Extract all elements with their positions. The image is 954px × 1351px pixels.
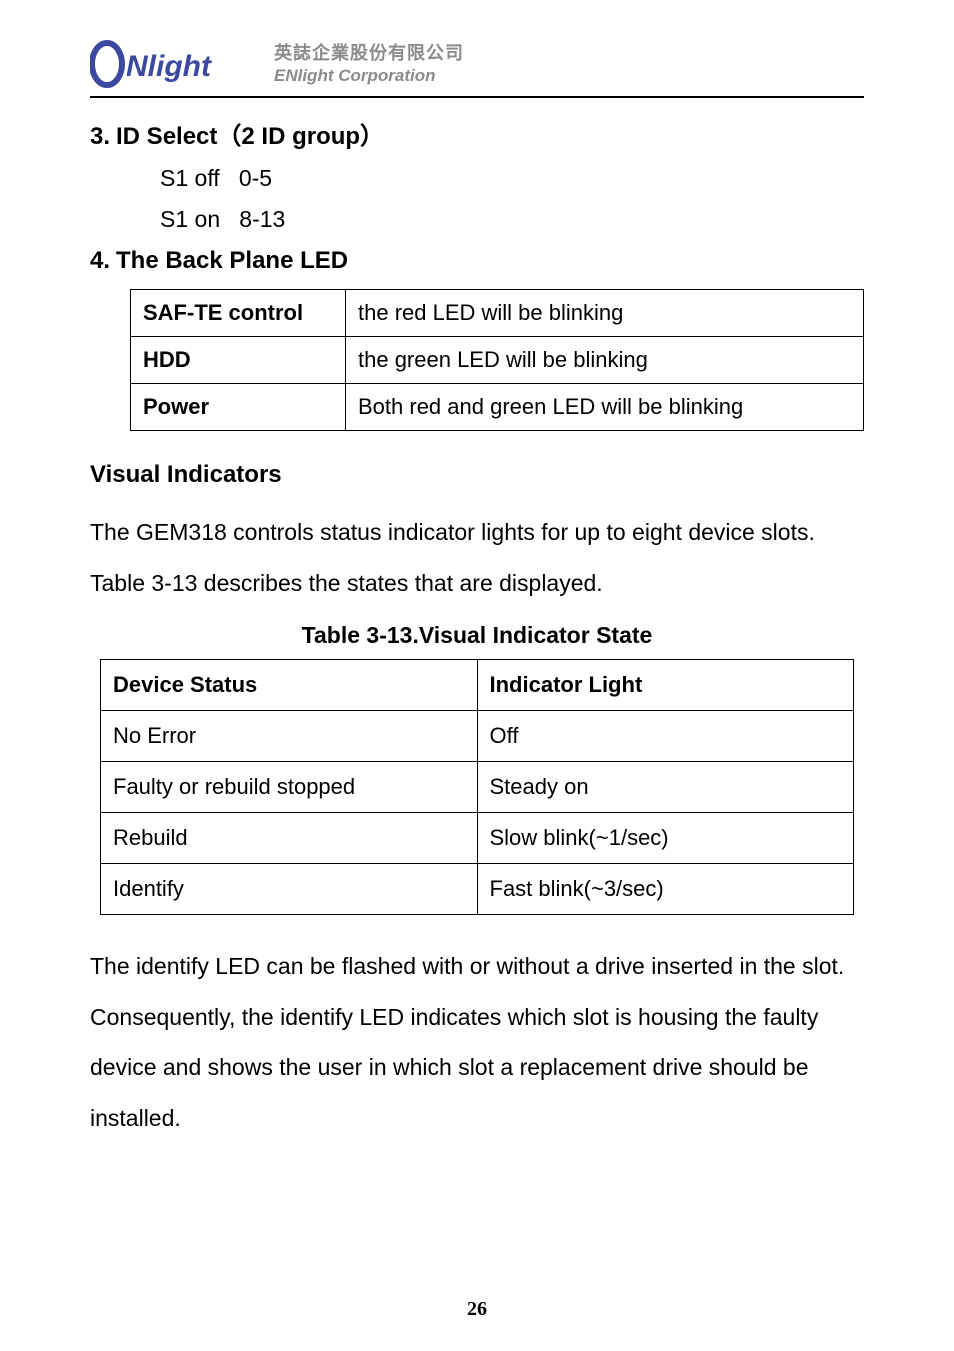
vis-cell: Faulty or rebuild stopped bbox=[101, 762, 478, 813]
section-3-title: ID Select（2 ID group） bbox=[116, 116, 384, 151]
table-row: HDD the green LED will be blinking bbox=[131, 337, 864, 384]
header-logo-row: Nlight 英誌企業股份有限公司 ENlight Corporation bbox=[90, 40, 864, 88]
page-number: 26 bbox=[0, 1298, 954, 1321]
table-row: Power Both red and green LED will be bli… bbox=[131, 384, 864, 431]
logo-en-text: ENlight Corporation bbox=[274, 65, 464, 86]
vis-cell: Identify bbox=[101, 864, 478, 915]
vis-cell: Slow blink(~1/sec) bbox=[477, 813, 854, 864]
vis-cell: Steady on bbox=[477, 762, 854, 813]
table-row: SAF-TE control the red LED will be blink… bbox=[131, 290, 864, 337]
vis-cell: Off bbox=[477, 711, 854, 762]
table-row: No Error Off bbox=[101, 711, 854, 762]
led-row-desc: Both red and green LED will be blinking bbox=[346, 384, 864, 431]
section-3-number: 3. bbox=[90, 123, 110, 151]
table-header-row: Device Status Indicator Light bbox=[101, 660, 854, 711]
s1-on-line: S1 on 8-13 bbox=[160, 206, 864, 233]
back-plane-led-table: SAF-TE control the red LED will be blink… bbox=[130, 289, 864, 431]
logo-cn-text: 英誌企業股份有限公司 bbox=[274, 42, 464, 65]
vis-cell: Fast blink(~3/sec) bbox=[477, 864, 854, 915]
led-row-label: Power bbox=[131, 384, 346, 431]
led-row-label: SAF-TE control bbox=[131, 290, 346, 337]
visual-para-1a: The GEM318 controls status indicator lig… bbox=[90, 519, 682, 545]
svg-text:Nlight: Nlight bbox=[126, 50, 213, 83]
visual-indicators-heading: Visual Indicators bbox=[90, 461, 864, 489]
vis-cell: Rebuild bbox=[101, 813, 478, 864]
logo-text-block: 英誌企業股份有限公司 ENlight Corporation bbox=[274, 42, 464, 86]
section-4-title: The Back Plane LED bbox=[116, 247, 348, 275]
visual-para-2: The identify LED can be flashed with or … bbox=[90, 941, 864, 1143]
enlight-logo: Nlight bbox=[90, 40, 260, 88]
section-3-heading: 3. ID Select（2 ID group） bbox=[90, 116, 864, 151]
col-device-status: Device Status bbox=[101, 660, 478, 711]
header-rule bbox=[90, 96, 864, 98]
s1-off-line: S1 off 0-5 bbox=[160, 165, 864, 192]
visual-para-1: The GEM318 controls status indicator lig… bbox=[90, 507, 864, 608]
table-row: Identify Fast blink(~3/sec) bbox=[101, 864, 854, 915]
section-4-heading: 4. The Back Plane LED bbox=[90, 247, 864, 275]
led-row-label: HDD bbox=[131, 337, 346, 384]
table-3-13-caption: Table 3-13.Visual Indicator State bbox=[90, 622, 864, 649]
table-row: Rebuild Slow blink(~1/sec) bbox=[101, 813, 854, 864]
col-indicator-light: Indicator Light bbox=[477, 660, 854, 711]
section-4-number: 4. bbox=[90, 247, 110, 275]
table-row: Faulty or rebuild stopped Steady on bbox=[101, 762, 854, 813]
led-row-desc: the red LED will be blinking bbox=[346, 290, 864, 337]
led-row-desc: the green LED will be blinking bbox=[346, 337, 864, 384]
visual-indicator-table: Device Status Indicator Light No Error O… bbox=[100, 659, 854, 915]
vis-cell: No Error bbox=[101, 711, 478, 762]
